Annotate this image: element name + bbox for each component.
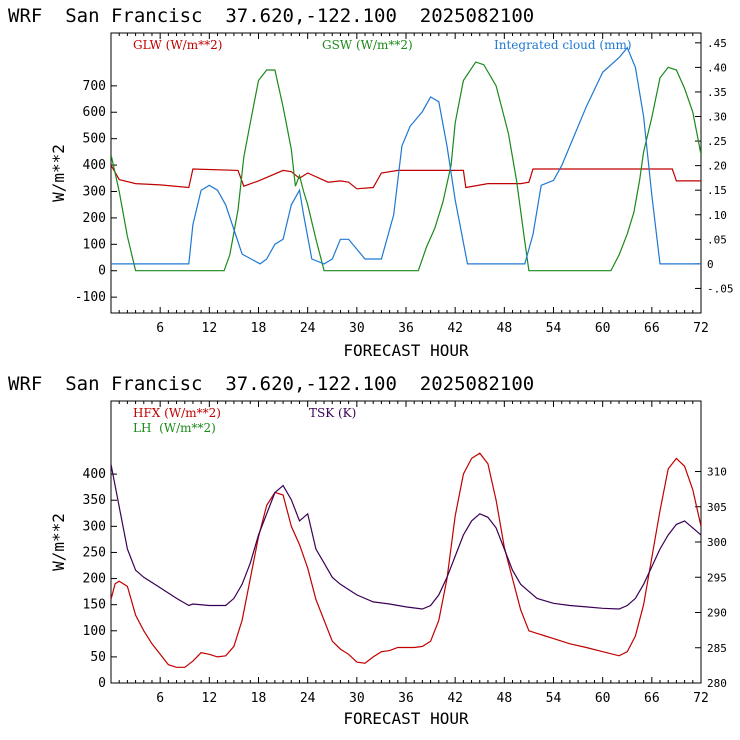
p1-y2-tick-label: .05 <box>707 233 727 246</box>
p2-y2-tick-label: 305 <box>707 501 727 514</box>
p1-y-tick-label: -100 <box>75 290 106 305</box>
p1-y2-tick-label: 0 <box>707 258 714 271</box>
p2-y2-tick-label: 310 <box>707 466 727 479</box>
p1-legend-entry: Integrated cloud (mm) <box>494 38 632 52</box>
p2-series-line-tsk <box>111 464 701 610</box>
p1-y-axis-label: W/m**2 <box>49 144 68 202</box>
p1-y2-tick-label: .45 <box>707 37 727 50</box>
p2-series-line-hfx <box>111 452 701 668</box>
p1-y2-tick-label: .25 <box>707 135 727 148</box>
p2-x-tick-label: 12 <box>202 691 218 706</box>
p2-x-tick-label: 60 <box>595 691 611 706</box>
p2-legend-entry: HFX (W/m**2) <box>133 406 221 420</box>
p1-y2-tick-label: .20 <box>707 160 727 173</box>
p1-y-tick-label: 700 <box>83 79 106 94</box>
p2-x-tick-label: 66 <box>644 691 660 706</box>
p1-series-line-gsw <box>111 61 701 272</box>
p2-y-tick-label: 250 <box>83 545 106 560</box>
p1-x-axis-label: FORECAST HOUR <box>343 341 469 360</box>
p1-y-tick-label: 400 <box>83 158 106 173</box>
p1-x-tick-label: 42 <box>447 321 463 336</box>
p1-series-line-glw <box>111 164 701 190</box>
p1-chart-title: WRF San Francisc 37.620,-122.100 2025082… <box>8 5 534 27</box>
p2-x-tick-label: 42 <box>447 691 463 706</box>
p2-legend-entry: LH (W/m**2) <box>133 421 216 435</box>
p2-x-tick-label: 72 <box>693 691 709 706</box>
p1-y2-tick-label: .40 <box>707 61 727 74</box>
p1-x-tick-label: 54 <box>546 321 562 336</box>
p2-x-tick-label: 18 <box>251 691 267 706</box>
p1-series-line-integrated <box>111 46 701 265</box>
p2-x-tick-label: 36 <box>398 691 414 706</box>
p1-y-tick-label: 300 <box>83 184 106 199</box>
p2-legend-entry: TSK (K) <box>309 406 356 420</box>
p1-x-tick-label: 60 <box>595 321 611 336</box>
p2-y-tick-label: 0 <box>98 676 106 691</box>
p1-y2-tick-label: .15 <box>707 184 727 197</box>
p2-x-tick-label: 48 <box>497 691 513 706</box>
p1-x-tick-label: 18 <box>251 321 267 336</box>
p2-y-tick-label: 50 <box>90 650 106 665</box>
p1-x-tick-label: 24 <box>300 321 316 336</box>
p1-x-tick-label: 6 <box>156 321 164 336</box>
p2-y-tick-label: 350 <box>83 493 106 508</box>
p1-y2-tick-label: .35 <box>707 86 727 99</box>
p1-y2-tick-label: -.05 <box>707 282 734 295</box>
p2-x-axis-label: FORECAST HOUR <box>343 709 469 728</box>
p1-legend-entry: GSW (W/m**2) <box>322 38 413 52</box>
p2-x-tick-label: 54 <box>546 691 562 706</box>
p2-y2-tick-label: 285 <box>707 642 727 655</box>
p1-x-tick-label: 30 <box>349 321 365 336</box>
p2-y2-tick-label: 280 <box>707 677 727 690</box>
p1-y2-tick-label: .10 <box>707 209 727 222</box>
p1-y-tick-label: 500 <box>83 132 106 147</box>
p1-y-tick-label: 0 <box>98 264 106 279</box>
p1-y2-tick-label: .30 <box>707 111 727 124</box>
p2-y2-tick-label: 300 <box>707 536 727 549</box>
p1-y-tick-label: 100 <box>83 237 106 252</box>
p2-y-tick-label: 400 <box>83 467 106 482</box>
p2-y-tick-label: 150 <box>83 598 106 613</box>
p1-y-tick-label: 600 <box>83 105 106 120</box>
p2-y-tick-label: 300 <box>83 519 106 534</box>
p1-x-tick-label: 72 <box>693 321 709 336</box>
p2-y-tick-label: 200 <box>83 572 106 587</box>
p2-y2-tick-label: 295 <box>707 571 727 584</box>
p2-x-tick-label: 6 <box>156 691 164 706</box>
p1-legend-entry: GLW (W/m**2) <box>133 38 222 52</box>
p2-y2-tick-label: 290 <box>707 607 727 620</box>
p2-y-axis-label: W/m**2 <box>49 513 68 571</box>
p2-x-tick-label: 24 <box>300 691 316 706</box>
p2-y-tick-label: 100 <box>83 624 106 639</box>
p1-x-tick-label: 36 <box>398 321 414 336</box>
p2-x-tick-label: 30 <box>349 691 365 706</box>
p1-x-tick-label: 66 <box>644 321 660 336</box>
p2-chart-title: WRF San Francisc 37.620,-122.100 2025082… <box>8 373 534 395</box>
p1-x-tick-label: 48 <box>497 321 513 336</box>
p1-x-tick-label: 12 <box>202 321 218 336</box>
p2-plot-frame <box>110 400 702 684</box>
p1-y-tick-label: 200 <box>83 211 106 226</box>
